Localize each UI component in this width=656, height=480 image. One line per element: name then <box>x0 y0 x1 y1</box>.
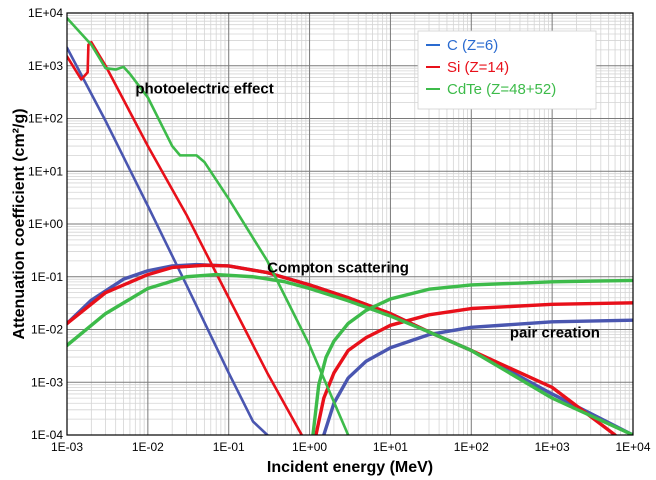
y-tick-labels: 1E-04 1E-03 1E-02 1E-01 1E+00 1E+01 1E+02 1E+03… <box>28 6 63 442</box>
x-tick-label: 1E+03 <box>535 440 570 454</box>
annotation-photoelectric-effect: photoelectric effect <box>135 80 273 97</box>
x-tick-label: 1E+04 <box>615 440 650 454</box>
annotation-compton-scattering: Compton scattering <box>267 260 409 277</box>
series-cdte-z-48-52-pair-line <box>311 278 633 435</box>
x-tick-label: 1E-02 <box>132 440 164 454</box>
y-tick-label: 1E+04 <box>28 6 63 20</box>
y-tick-label: 1E-01 <box>31 270 63 284</box>
annotations: photoelectric effect Compton scattering pa… <box>135 80 600 341</box>
annotation-pair-creation: pair creation <box>510 325 600 342</box>
series-cdte-z-48-52-compton-line <box>67 272 633 435</box>
series-cdte-z-48-52-photoelectric-line <box>67 16 350 435</box>
legend-box <box>417 30 597 110</box>
y-tick-label: 1E-04 <box>31 428 63 442</box>
legend: C (Z=6) Si (Z=14) CdTe (Z=48+52) <box>417 30 597 110</box>
series-layer <box>67 16 633 435</box>
y-tick-label: 1E-02 <box>31 323 63 337</box>
x-tick-label: 1E+02 <box>454 440 489 454</box>
y-axis-title: Attenuation coefficient (cm²/g) <box>11 108 28 339</box>
x-tick-label: 1E+00 <box>292 440 327 454</box>
legend-entry-si-z-14: Si (Z=14) <box>447 59 509 76</box>
legend-entry-c-z-6: C (Z=6) <box>447 37 498 54</box>
x-tick-label: 1E-01 <box>213 440 245 454</box>
y-tick-label: 1E+02 <box>28 112 63 126</box>
x-tick-labels: 1E-03 1E-02 1E-01 1E+00 1E+01 1E+02 1E+03 1E+04 <box>51 440 651 454</box>
plot-frame <box>66 12 634 436</box>
legend-entry-cdte-z-48-52: CdTe (Z=48+52) <box>447 81 556 98</box>
y-tick-label: 1E+01 <box>28 164 63 178</box>
series-si-z-14-pair-line <box>314 301 633 435</box>
series-c-z-6-pair-line <box>322 318 633 435</box>
x-axis-title: Incident energy (MeV) <box>267 459 433 476</box>
series-c-z-6-photoelectric-line <box>67 46 269 435</box>
y-tick-label: 1E-03 <box>31 375 63 389</box>
y-tick-label: 1E+00 <box>28 217 63 231</box>
x-tick-label: 1E-03 <box>51 440 83 454</box>
x-tick-label: 1E+01 <box>373 440 408 454</box>
y-tick-label: 1E+03 <box>28 59 63 73</box>
